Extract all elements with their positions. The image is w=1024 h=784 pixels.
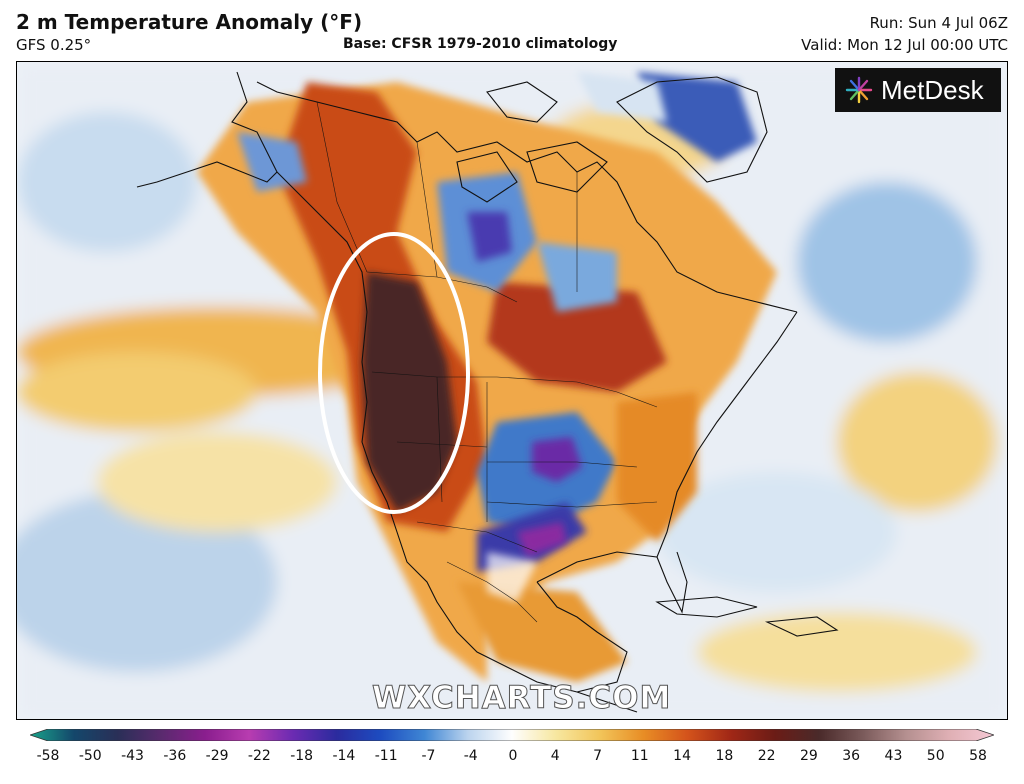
color-scale-tick-label: 22 [757, 748, 776, 764]
color-scale-tick-label: 14 [673, 748, 691, 764]
color-scale-tick-label: 4 [550, 748, 560, 764]
color-scale-tick-label: -4 [463, 748, 478, 764]
color-scale-tick-label: -36 [163, 748, 187, 764]
temperature-anomaly-map: MetDesk WXCHARTS.COM [16, 61, 1008, 720]
base-climatology-label: Base: CFSR 1979-2010 climatology [343, 36, 618, 52]
color-scale-tick-label: -50 [78, 748, 102, 764]
color-scale-tick-label: 29 [799, 748, 818, 764]
color-scale-tick-label: 36 [842, 748, 861, 764]
color-scale-tick-label: -22 [247, 748, 271, 764]
color-scale-tick-label: -18 [290, 748, 314, 764]
map-canvas [17, 62, 1007, 719]
color-scale-tick-label: 58 [969, 748, 987, 764]
wxcharts-watermark: WXCHARTS.COM [371, 680, 672, 717]
color-scale-tick-label: 7 [593, 748, 602, 764]
highlight-ellipse [318, 232, 470, 514]
color-scale-tick-label: 18 [715, 748, 734, 764]
color-scale-tick-label: -14 [332, 748, 356, 764]
color-scale-tick-label: 11 [630, 748, 649, 764]
model-label: GFS 0.25° [16, 36, 92, 54]
color-scale-tick-label: -58 [36, 748, 60, 764]
color-scale-bar [30, 729, 994, 741]
metdesk-logo-icon [845, 76, 873, 104]
color-scale-tick-label: -11 [374, 748, 398, 764]
color-scale-tick-label: -29 [205, 748, 229, 764]
valid-time-label: Valid: Mon 12 Jul 00:00 UTC [801, 36, 1008, 54]
color-scale-tick-label: 43 [884, 748, 903, 764]
color-scale-tick-label: 50 [926, 748, 945, 764]
color-scale-tick-label: 0 [508, 748, 518, 764]
political-borders [316, 101, 658, 623]
run-time-label: Run: Sun 4 Jul 06Z [869, 14, 1008, 32]
chart-title: 2 m Temperature Anomaly (°F) [16, 10, 363, 34]
color-scale-ticks: -58 -50 -43 -36 -29 -22 -18 -14 -11 -7 -4 0 4 7 11 14 18… [37, 748, 987, 768]
metdesk-logo-text: MetDesk [881, 74, 984, 105]
color-scale-tick-label: -7 [421, 748, 436, 764]
coastlines [136, 71, 839, 713]
metdesk-logo: MetDesk [835, 68, 1001, 112]
color-scale-tick-label: -43 [121, 748, 144, 764]
